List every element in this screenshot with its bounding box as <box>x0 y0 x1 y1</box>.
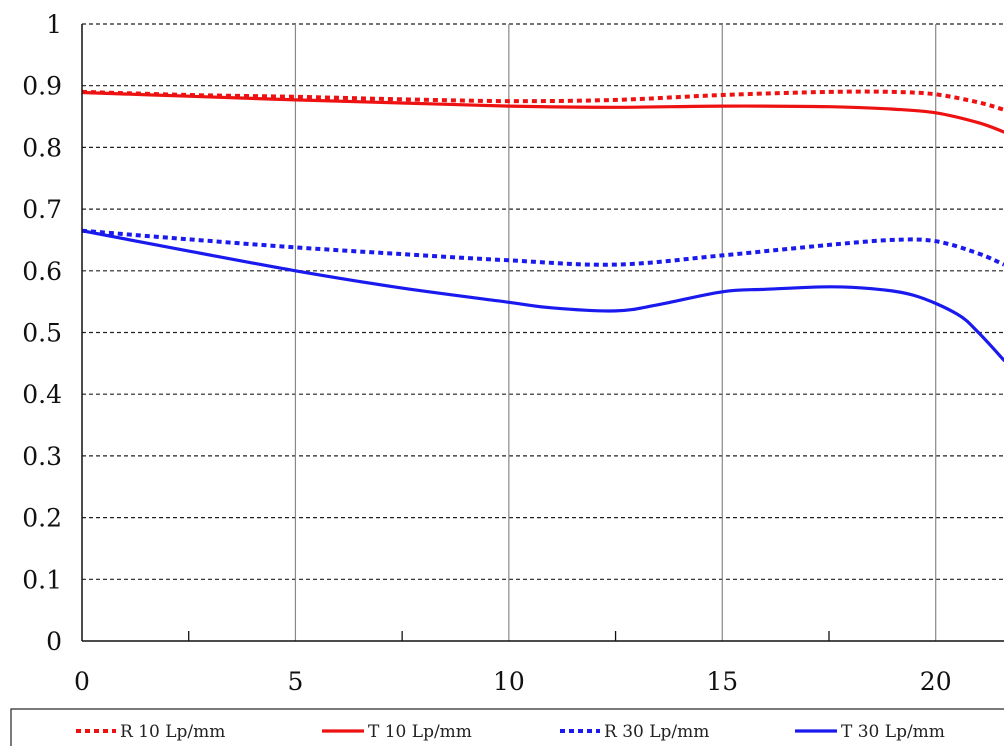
y-tick-label: 0 <box>46 627 62 656</box>
legend-label-r-10-lp-mm: R 10 Lp/mm <box>120 722 225 742</box>
x-tick-label: 5 <box>287 667 303 696</box>
legend: R 10 Lp/mm T 10 Lp/mm R 30 Lp/mm T 30 Lp/mm <box>10 708 1004 746</box>
y-tick-label: 0.5 <box>22 319 62 348</box>
y-tick-label: 0.3 <box>22 442 62 471</box>
series-line-r-30-lp-mm <box>82 228 1004 267</box>
legend-label-r-30-lp-mm: R 30 Lp/mm <box>604 722 709 742</box>
y-tick-label: 0.2 <box>22 504 62 533</box>
x-tick-label: 10 <box>493 667 525 696</box>
y-tick-label: 0.8 <box>22 133 62 162</box>
y-tick-label: 0.4 <box>22 380 62 409</box>
y-tick-label: 0.6 <box>22 257 62 286</box>
x-tick-label: 0 <box>74 667 90 696</box>
series-line-t-30-lp-mm <box>82 229 1004 362</box>
tick-labels-layer: 00.10.20.30.40.50.60.70.80.910 5 10 15 20 <box>22 10 951 696</box>
series-line-t-10-lp-mm <box>82 90 1004 134</box>
y-tick-label: 0.1 <box>22 565 62 594</box>
legend-box <box>10 708 1004 746</box>
x-tick-label: 20 <box>920 667 952 696</box>
x-tick-label: 15 <box>706 667 738 696</box>
y-tick-label: 1 <box>46 10 62 39</box>
axes-layer <box>81 24 1004 642</box>
legend-label-t-30-lp-mm: T 30 Lp/mm <box>841 722 945 742</box>
legend-label-t-10-lp-mm: T 10 Lp/mm <box>368 722 472 742</box>
series-layer <box>82 89 1004 362</box>
series-line-r-10-lp-mm <box>82 89 1004 112</box>
y-tick-label: 0.7 <box>22 195 62 224</box>
y-tick-label: 0.9 <box>22 72 62 101</box>
grid-layer <box>82 23 1004 641</box>
